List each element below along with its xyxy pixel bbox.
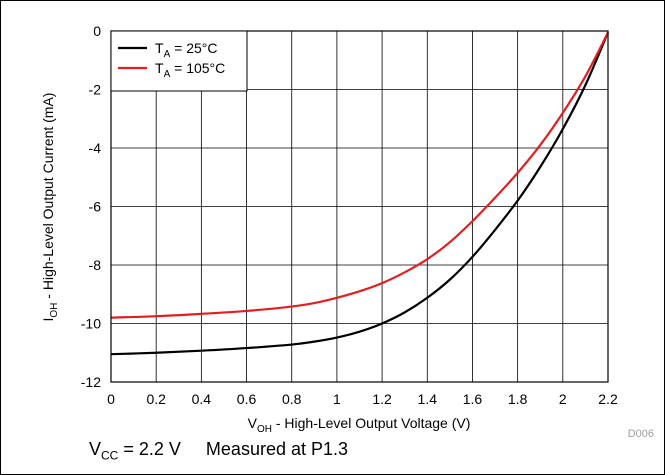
x-tick-label: 1.2	[372, 391, 392, 407]
x-tick-label: 1.6	[463, 391, 483, 407]
series-lines	[110, 31, 610, 356]
y-tick-labels: 0 -2 -4 -6 -8 -10 -12	[81, 23, 101, 390]
y-tick-label: 0	[93, 23, 101, 39]
x-tick-label: 0.8	[282, 391, 302, 407]
test-conditions: VCC = 2.2 V Measured at P1.3	[89, 439, 348, 463]
x-tick-label: 1	[333, 391, 341, 407]
legend-label-25c: TA = 25°C	[155, 40, 217, 60]
x-tick-label: 1.4	[418, 391, 438, 407]
y-axis-label: IOH - High-Level Output Current (mA)	[40, 93, 60, 322]
vcc-condition: VCC = 2.2 V	[89, 439, 181, 463]
x-tick-label: 0.6	[237, 391, 257, 407]
x-axis-label: VOH - High-Level Output Voltage (V)	[248, 415, 471, 435]
x-tick-label: 1.8	[508, 391, 528, 407]
y-tick-label: -12	[81, 374, 101, 390]
x-tick-label: 0.4	[192, 391, 212, 407]
legend-box	[110, 30, 248, 92]
legend: TA = 25°C TA = 105°C	[110, 30, 248, 92]
plot-border	[110, 30, 609, 383]
y-tick-label: -10	[81, 316, 101, 332]
y-tick-label: -2	[89, 82, 102, 98]
y-tick-label: -6	[89, 199, 102, 215]
x-tick-label: 0.2	[146, 391, 166, 407]
series-line-1	[110, 31, 609, 319]
x-tick-label: 2	[559, 391, 567, 407]
series-line-0	[110, 32, 610, 356]
x-tick-label: 2.2	[598, 391, 618, 407]
y-tick-label: -4	[89, 140, 102, 156]
figure-id-note: D006	[628, 428, 654, 440]
x-tick-label: 0	[107, 391, 115, 407]
x-tick-labels: 0 0.2 0.4 0.6 0.8 1 1.2 1.4 1.6 1.8 2 2.2	[107, 391, 618, 407]
y-tick-label: -8	[89, 257, 102, 273]
measured-condition: Measured at P1.3	[205, 439, 349, 459]
legend-label-105c: TA = 105°C	[155, 60, 225, 80]
